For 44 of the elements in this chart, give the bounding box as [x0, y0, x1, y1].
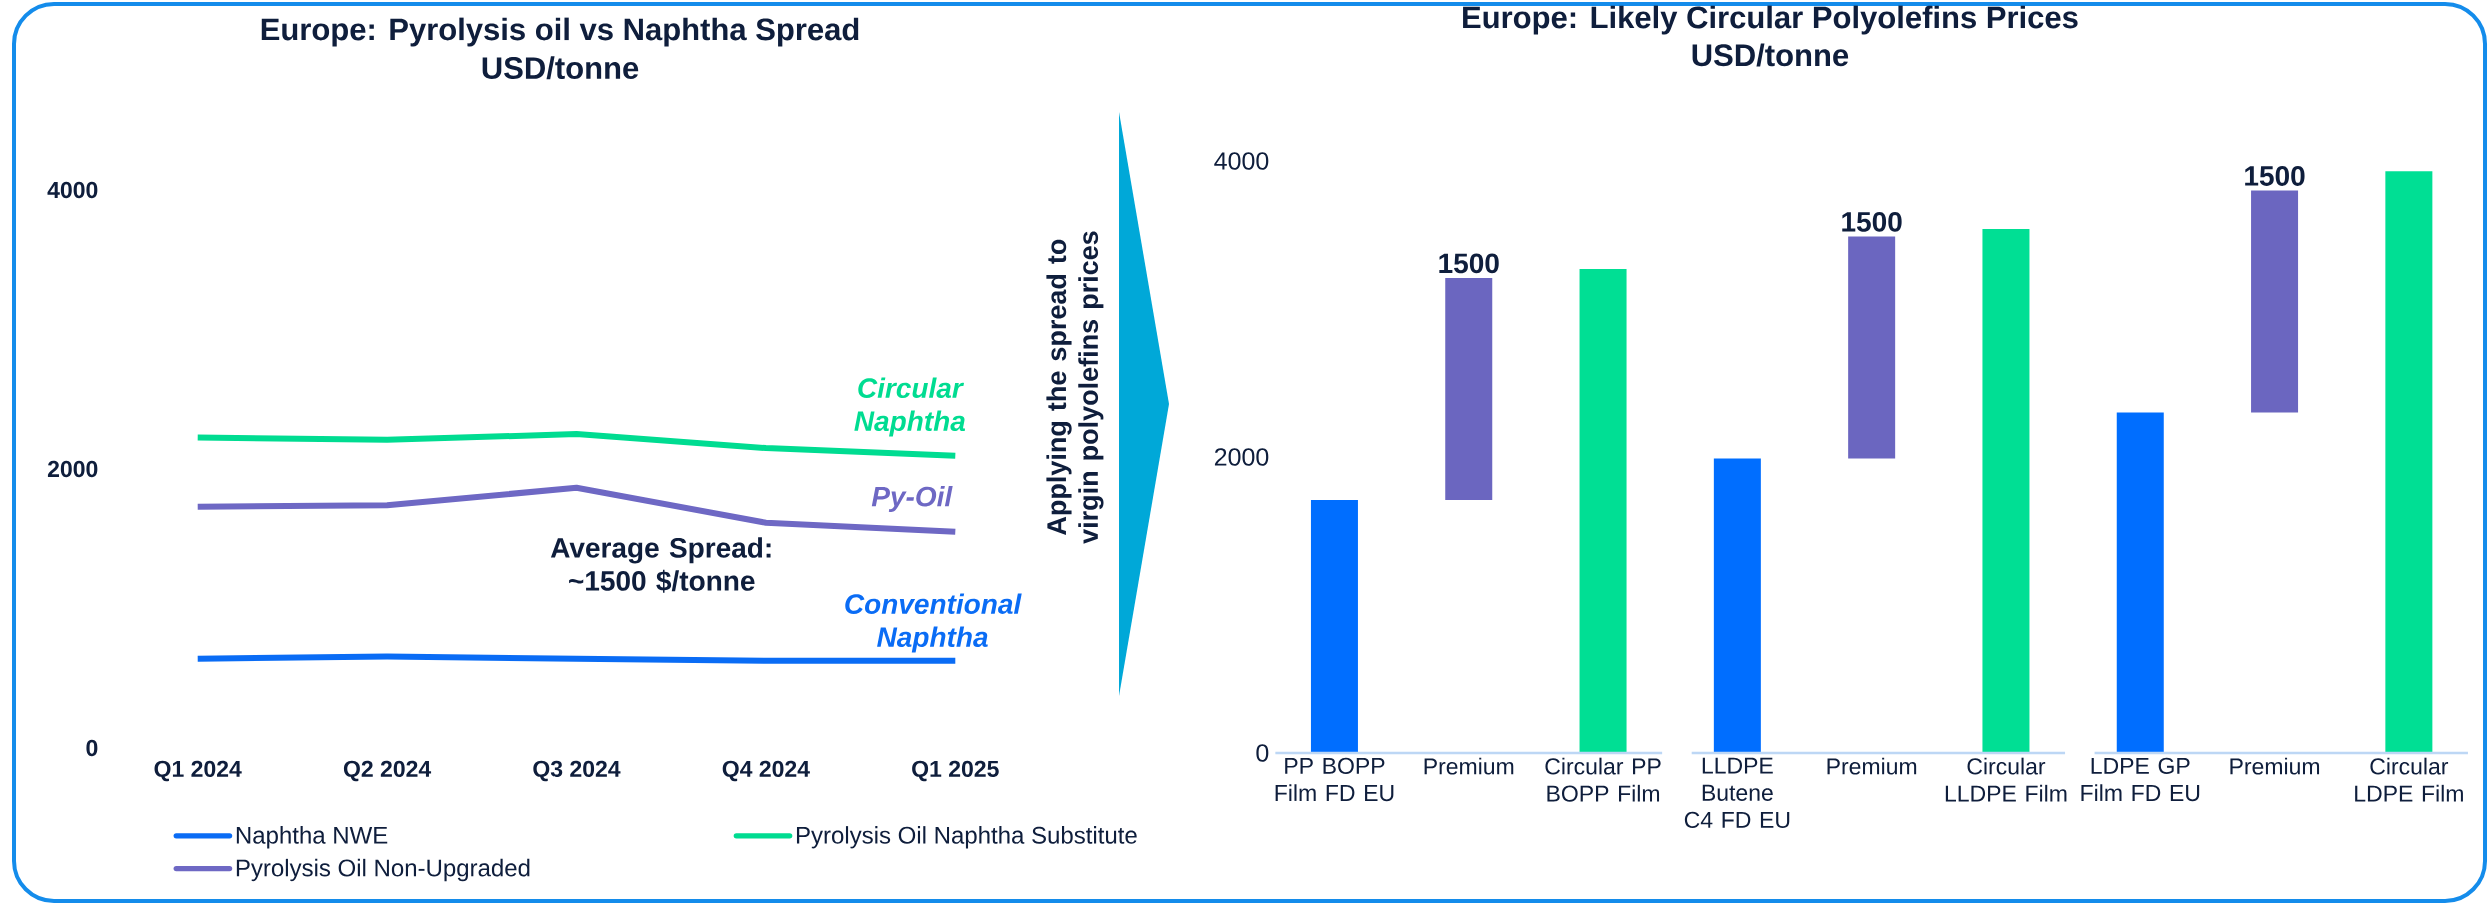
x-tick-label: Premium: [1424, 757, 1514, 775]
y-tick-label: 4000: [1214, 152, 1269, 170]
data-label: 1500: [2245, 166, 2305, 186]
x-tick-label: Q4 2024: [722, 760, 810, 782]
chart-subtitle: USD/tonne: [482, 56, 639, 80]
bar: [2116, 412, 2164, 753]
data-label: 1500: [1842, 211, 1902, 232]
y-tick-label: 0: [1256, 744, 1269, 762]
annotation: Average Spread: ~1500 $/tonne: [550, 537, 771, 593]
x-tick-label: Circular PP BOPP Film: [1545, 757, 1661, 802]
data-label: 1500: [1439, 253, 1499, 274]
x-tick-label: Premium: [2230, 757, 2320, 775]
x-tick-label: Q3 2024: [533, 760, 621, 782]
bar: [1579, 269, 1627, 753]
annotation: Conventional Naphtha: [845, 593, 1022, 653]
bar: [1848, 236, 1896, 459]
bar: [1982, 229, 2030, 753]
x-tick-label: LLDPE Butene C4 FD EU: [1684, 757, 1790, 829]
x-tick-label: LDPE GP Film FD EU: [2081, 757, 2200, 802]
chart-title: Europe: Likely Circular Polyolefins Prices: [1463, 5, 2078, 35]
annotation: Py-Oil: [871, 485, 953, 513]
chart-subtitle: USD/tonne: [1692, 43, 1849, 67]
bar: [1445, 277, 1493, 500]
legend-label: Pyrolysis Oil Non-Upgraded: [236, 858, 530, 882]
bar: [1310, 499, 1358, 753]
y-tick-label: 2000: [47, 460, 98, 478]
bar: [1713, 458, 1761, 753]
legend-label: Naphtha NWE: [236, 826, 388, 849]
x-tick-label: Q1 2025: [912, 760, 999, 782]
y-tick-label: 4000: [47, 181, 98, 199]
x-tick-label: Q2 2024: [343, 760, 432, 782]
y-tick-label: 0: [86, 739, 98, 757]
bar: [2385, 171, 2433, 753]
x-tick-label: Circular LDPE Film: [2355, 757, 2463, 802]
x-tick-label: Circular LLDPE Film: [1945, 757, 2067, 802]
x-tick-label: PP BOPP Film FD EU: [1275, 757, 1394, 802]
x-tick-label: Q1 2024: [154, 760, 242, 782]
y-tick-label: 2000: [1214, 448, 1269, 466]
bar: [2251, 190, 2299, 413]
annotation: Circular Naphtha: [854, 377, 966, 437]
chart-title: Europe: Pyrolysis oil vs Naphtha Spread: [261, 17, 859, 47]
x-tick-label: Premium: [1827, 757, 1917, 775]
legend-label: Pyrolysis Oil Naphtha Substitute: [796, 826, 1137, 849]
annotation: Applying the spread to virgin polyolefins prices: [1046, 231, 1104, 544]
